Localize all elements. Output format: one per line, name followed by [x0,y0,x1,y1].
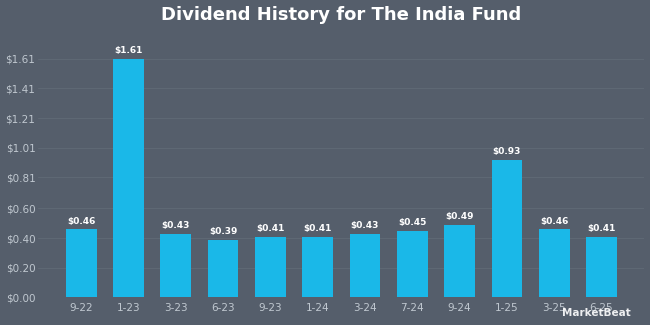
Text: $0.41: $0.41 [304,224,332,233]
Bar [491,160,522,297]
Bar [255,237,286,297]
Bar [66,229,96,297]
Bar [208,240,239,297]
Text: $0.41: $0.41 [256,224,285,233]
Bar [113,59,144,297]
Bar [302,237,333,297]
Text: $0.39: $0.39 [209,227,237,236]
Text: $1.61: $1.61 [114,46,142,55]
Text: $0.43: $0.43 [351,221,379,230]
Text: $0.46: $0.46 [540,216,568,226]
Text: $0.41: $0.41 [588,224,616,233]
Bar [161,234,191,297]
Text: $0.46: $0.46 [67,216,96,226]
Bar [444,225,475,297]
Text: MarketBeat: MarketBeat [562,308,630,318]
Bar [397,231,428,297]
Text: $0.93: $0.93 [493,147,521,156]
Title: Dividend History for The India Fund: Dividend History for The India Fund [161,6,521,23]
Text: $0.43: $0.43 [162,221,190,230]
Bar [539,229,569,297]
Bar [586,237,617,297]
Text: $0.45: $0.45 [398,218,426,227]
Bar [350,234,380,297]
Text: $0.49: $0.49 [445,212,474,221]
